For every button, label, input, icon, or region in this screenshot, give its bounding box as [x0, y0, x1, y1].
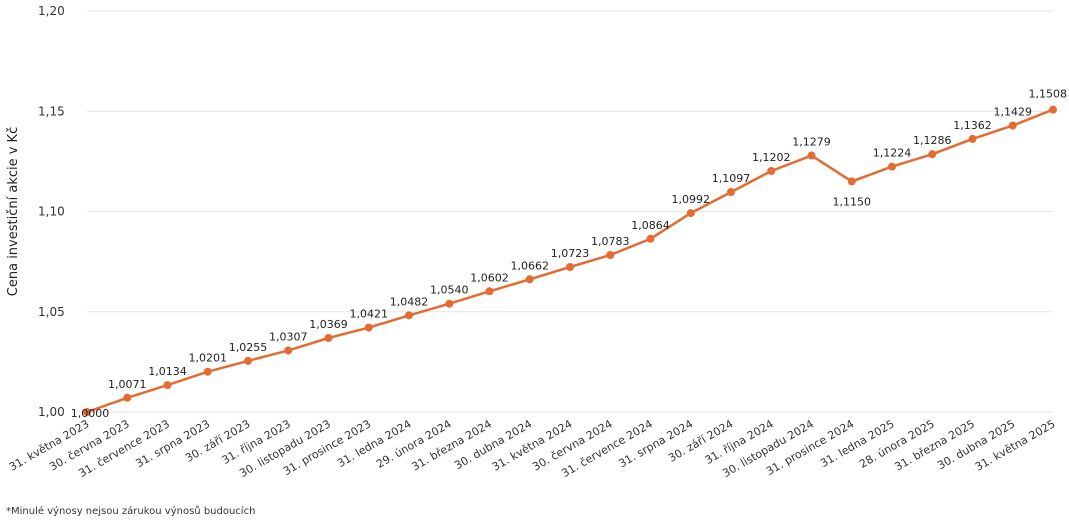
- y-tick-label: 1,10: [38, 205, 65, 219]
- data-point: [203, 367, 212, 376]
- data-point: [646, 234, 655, 243]
- data-label: 1,0071: [108, 378, 147, 391]
- data-label: 1,1097: [712, 172, 751, 185]
- data-label: 1,1279: [792, 136, 831, 149]
- y-tick-label: 1,00: [38, 405, 65, 419]
- data-label: 1,0540: [430, 284, 469, 297]
- data-point: [525, 275, 534, 284]
- data-point: [807, 151, 816, 160]
- footnote: *Minulé výnosy nejsou zárukou výnosů bud…: [6, 506, 256, 517]
- data-point: [244, 356, 252, 365]
- data-point: [928, 150, 937, 159]
- data-point: [123, 393, 132, 402]
- data-label: 1,1286: [913, 134, 952, 147]
- data-label: 1,0421: [350, 308, 389, 321]
- y-tick-label: 1,20: [38, 4, 65, 18]
- data-label: 1,0723: [551, 247, 590, 260]
- data-label: 1,0201: [189, 352, 228, 365]
- data-label: 1,1224: [873, 147, 912, 160]
- data-label: 1,0255: [229, 341, 268, 354]
- data-point: [1008, 121, 1017, 130]
- data-label: 1,0864: [631, 219, 670, 232]
- y-tick-label: 1,05: [38, 305, 65, 319]
- data-point: [284, 346, 293, 355]
- data-point: [686, 209, 695, 218]
- data-point: [405, 311, 413, 320]
- y-tick-label: 1,15: [38, 104, 65, 118]
- data-point: [606, 251, 615, 260]
- data-label: 1,0369: [309, 318, 348, 331]
- data-point: [163, 381, 172, 390]
- y-axis-label: Cena investiční akcie v Kč: [6, 127, 21, 296]
- data-label: 1,1362: [953, 119, 992, 132]
- data-point: [767, 166, 776, 175]
- data-label: 1,0134: [148, 365, 187, 378]
- data-point: [888, 162, 896, 171]
- data-label: 1,1429: [994, 105, 1033, 118]
- data-label: 1,0000: [71, 407, 110, 420]
- data-point: [445, 299, 454, 308]
- data-point: [324, 334, 333, 343]
- data-label: 1,0307: [269, 330, 308, 343]
- data-label: 1,0783: [591, 235, 630, 248]
- data-point: [727, 188, 735, 197]
- data-point: [364, 323, 373, 332]
- data-point: [566, 263, 574, 272]
- data-label: 1,1150: [833, 195, 872, 208]
- data-point: [847, 177, 856, 186]
- data-point: [968, 134, 977, 143]
- data-label: 1,0602: [470, 271, 509, 284]
- data-point: [83, 408, 91, 416]
- data-point: [1049, 105, 1057, 114]
- data-point: [485, 287, 494, 296]
- data-label: 1,0482: [390, 295, 429, 308]
- data-label: 1,0992: [672, 193, 711, 206]
- data-label: 1,0662: [511, 259, 550, 272]
- data-label: 1,1202: [752, 151, 791, 164]
- data-label: 1,1508: [1029, 88, 1068, 101]
